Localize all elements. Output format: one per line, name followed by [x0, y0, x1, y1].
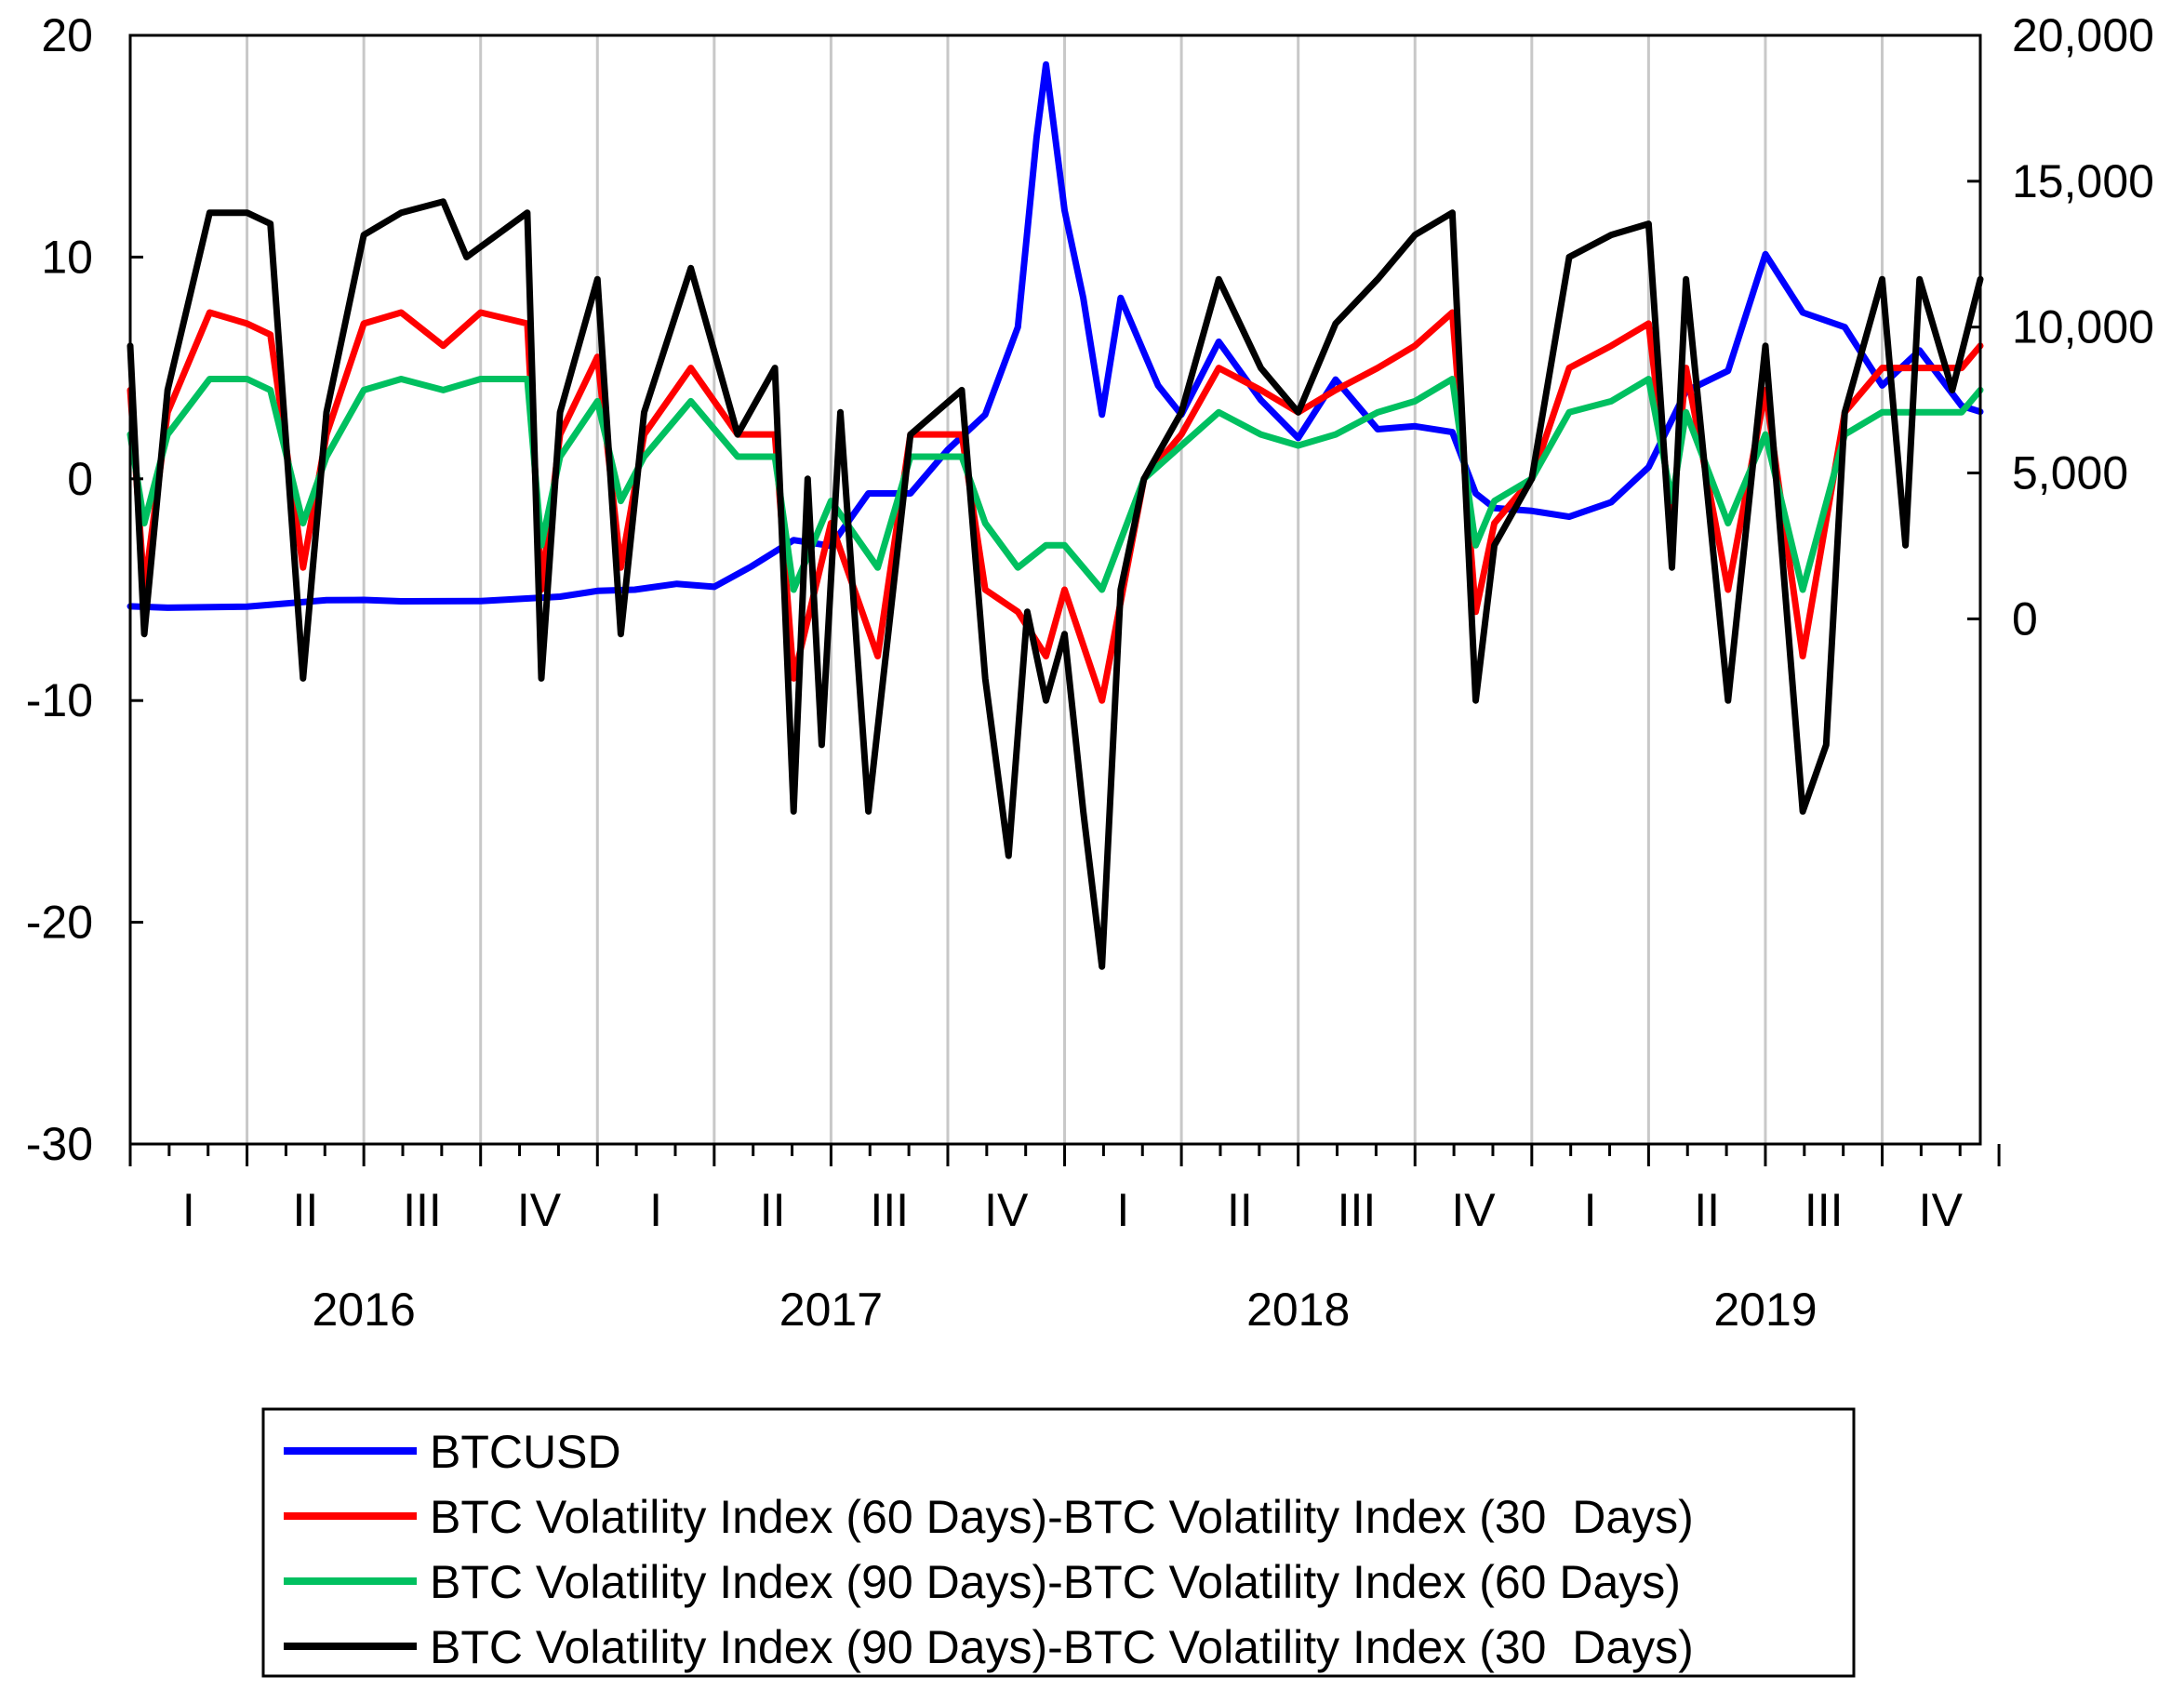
- series-group: [127, 60, 1984, 970]
- quarter-label: II: [1694, 1184, 1720, 1236]
- right-axis-tick-label: 0: [2012, 592, 2038, 645]
- year-label: 2019: [1713, 1284, 1817, 1336]
- quarter-label: III: [1804, 1184, 1844, 1236]
- plot-frame: [128, 33, 1982, 1146]
- legend-label-1: BTCUSD: [430, 1426, 621, 1478]
- quarter-label: II: [292, 1184, 318, 1236]
- right-axis-tick-label: 5,000: [2012, 447, 2128, 499]
- legend-label-2: BTC Volatility Index (60 Days)-BTC Volat…: [430, 1491, 1694, 1543]
- left-axis-tick-label: 10: [41, 231, 93, 283]
- right-axis-tick-label: 10,000: [2012, 301, 2154, 353]
- right-axis-tick-label: 20,000: [2012, 9, 2154, 61]
- year-label: 2018: [1246, 1284, 1350, 1336]
- year-label: 2017: [779, 1284, 883, 1336]
- quarter-label: III: [1338, 1184, 1377, 1236]
- quarter-label: II: [760, 1184, 786, 1236]
- legend-box: [261, 1407, 1856, 1678]
- left-axis-tick-label: 0: [67, 453, 93, 505]
- right-axis: 0 5,000 10,000 15,000 20,000: [1967, 9, 2154, 645]
- quarter-label: III: [870, 1184, 909, 1236]
- quarter-label: III: [403, 1184, 442, 1236]
- left-axis-tick-label: -30: [26, 1118, 93, 1170]
- quarter-label: I: [1116, 1184, 1129, 1236]
- legend-label-4: BTC Volatility Index (90 Days)-BTC Volat…: [430, 1621, 1694, 1673]
- year-label: 2016: [313, 1284, 416, 1336]
- left-axis-tick-label: 20: [41, 9, 93, 61]
- quarter-label: IV: [517, 1184, 562, 1236]
- right-axis-tick-label: 15,000: [2012, 155, 2154, 207]
- quarter-label: IV: [1919, 1184, 1964, 1236]
- quarter-label: II: [1227, 1184, 1253, 1236]
- quarter-label: I: [649, 1184, 662, 1236]
- left-axis-tick-label: -20: [26, 897, 93, 949]
- quarter-label: I: [182, 1184, 195, 1236]
- quarter-label: IV: [1451, 1184, 1496, 1236]
- series-line-4: [127, 198, 1984, 970]
- left-axis-tick-label: -10: [26, 674, 93, 726]
- legend: BTCUSD BTC Volatility Index (60 Days)-BTC…: [261, 1407, 1856, 1678]
- legend-label-3: BTC Volatility Index (90 Days)-BTC Volat…: [430, 1556, 1681, 1608]
- quarter-label: IV: [984, 1184, 1029, 1236]
- quarter-label: I: [1584, 1184, 1597, 1236]
- left-axis: -30 -20 -10 0 10 20: [26, 9, 143, 1170]
